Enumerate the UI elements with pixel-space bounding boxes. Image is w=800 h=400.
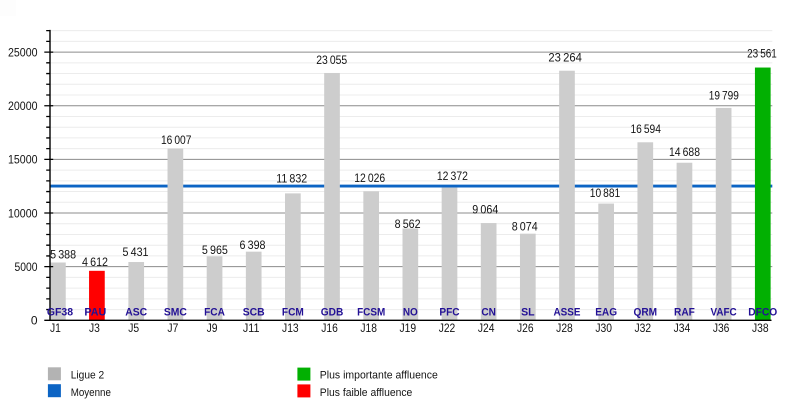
svg-text:20000: 20000: [8, 99, 38, 113]
svg-text:J36: J36: [713, 321, 730, 335]
svg-text:0: 0: [31, 314, 38, 328]
svg-text:8 074: 8 074: [512, 220, 538, 234]
svg-text:J9: J9: [207, 321, 218, 335]
svg-text:23 561: 23 561: [747, 47, 777, 61]
svg-text:Plus importante affluence: Plus importante affluence: [320, 370, 438, 382]
svg-text:J11: J11: [243, 321, 260, 335]
svg-text:VAFC: VAFC: [711, 306, 737, 318]
svg-text:5 965: 5 965: [202, 243, 228, 257]
svg-text:FCM: FCM: [282, 306, 304, 318]
svg-text:RAF: RAF: [674, 306, 695, 318]
svg-text:15000: 15000: [8, 153, 38, 167]
svg-text:8 562: 8 562: [395, 217, 421, 231]
svg-text:6 398: 6 398: [240, 238, 266, 252]
svg-text:QRM: QRM: [634, 306, 658, 318]
svg-text:J32: J32: [635, 321, 652, 335]
svg-text:J5: J5: [128, 321, 139, 335]
svg-text:FCA: FCA: [204, 306, 225, 318]
svg-text:J1: J1: [50, 321, 61, 335]
svg-text:12 372: 12 372: [437, 169, 468, 183]
svg-text:19 799: 19 799: [709, 88, 739, 102]
svg-text:FCSM: FCSM: [357, 306, 385, 318]
svg-text:16 594: 16 594: [630, 122, 661, 136]
svg-text:J22: J22: [439, 321, 456, 335]
svg-text:J3: J3: [89, 321, 100, 335]
svg-text:14 688: 14 688: [669, 145, 700, 159]
svg-text:EAG: EAG: [595, 306, 617, 318]
svg-text:SL: SL: [521, 306, 535, 318]
svg-text:4 612: 4 612: [82, 255, 108, 269]
svg-text:23 055: 23 055: [316, 53, 347, 67]
svg-text:J16: J16: [321, 321, 338, 335]
svg-text:Ligue 2: Ligue 2: [71, 370, 105, 382]
svg-text:J7: J7: [167, 321, 178, 335]
svg-text:GF38: GF38: [47, 306, 73, 318]
svg-text:10 881: 10 881: [590, 186, 621, 200]
svg-text:Plus faible affluence: Plus faible affluence: [320, 387, 413, 399]
svg-text:J28: J28: [556, 321, 573, 335]
svg-text:J19: J19: [400, 321, 417, 335]
svg-text:PFC: PFC: [439, 306, 459, 318]
svg-text:10000: 10000: [8, 206, 38, 220]
svg-text:SMC: SMC: [164, 306, 187, 318]
svg-text:ASSE: ASSE: [554, 306, 581, 318]
svg-text:GDB: GDB: [321, 306, 344, 318]
svg-text:12 026: 12 026: [354, 171, 385, 185]
svg-text:ASC: ASC: [125, 306, 147, 318]
svg-text:5000: 5000: [15, 260, 38, 274]
svg-text:J24: J24: [478, 321, 495, 335]
svg-text:9 064: 9 064: [472, 203, 498, 217]
svg-text:CN: CN: [481, 306, 496, 318]
svg-text:J38: J38: [752, 321, 769, 335]
svg-text:25000: 25000: [8, 45, 38, 59]
svg-text:PAU: PAU: [84, 306, 106, 318]
svg-text:J13: J13: [282, 321, 299, 335]
svg-text:DFCO: DFCO: [748, 306, 777, 318]
svg-text:J34: J34: [674, 321, 691, 335]
svg-text:J30: J30: [595, 321, 612, 335]
svg-text:J26: J26: [517, 321, 534, 335]
svg-text:5 431: 5 431: [123, 245, 149, 259]
svg-text:J18: J18: [360, 321, 377, 335]
svg-text:11 832: 11 832: [276, 172, 307, 186]
svg-text:23 264: 23 264: [548, 51, 582, 65]
svg-text:16 007: 16 007: [161, 133, 192, 147]
svg-text:5 388: 5 388: [50, 247, 76, 261]
svg-text:SCB: SCB: [243, 306, 265, 318]
svg-text:NO: NO: [403, 306, 418, 318]
svg-text:Moyenne: Moyenne: [71, 387, 111, 399]
